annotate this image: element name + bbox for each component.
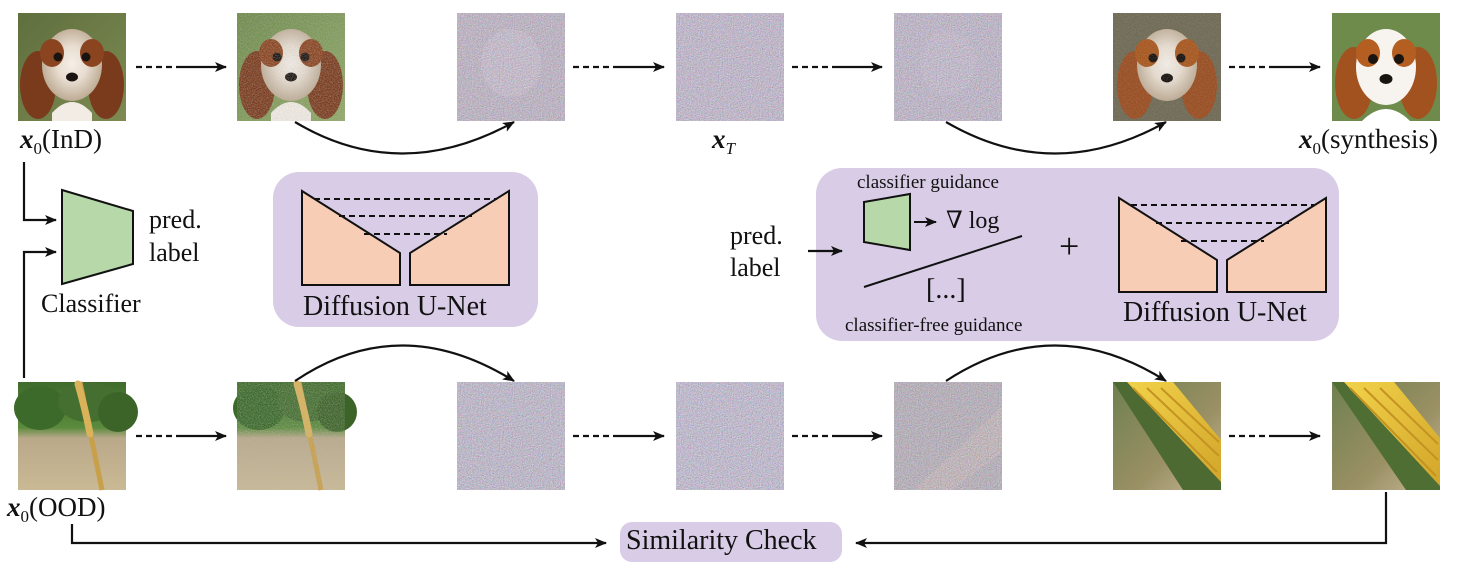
unet-left-panel	[273, 172, 538, 327]
guidance-input-pred: pred.	[730, 221, 783, 250]
unet-left-shape	[301, 189, 510, 286]
label-x0-synthesis: x0(synthesis)	[1299, 124, 1438, 158]
label-x0-ood: x0(OOD)	[7, 492, 106, 526]
bottom-image-1	[14, 380, 138, 491]
similarity-arrows	[70, 492, 1388, 548]
guidance-classifier-shape	[863, 192, 911, 252]
classifier-pred: pred.	[149, 205, 202, 234]
ellipsis-text: [...]	[926, 274, 966, 305]
top-image-4	[676, 13, 784, 121]
top-image-1	[18, 13, 126, 121]
bottom-row-arrows	[136, 344, 1321, 441]
classifier-free-guidance-text: classifier-free guidance	[845, 315, 1023, 336]
top-image-6	[1113, 13, 1221, 121]
classifier-connectors	[22, 162, 57, 378]
grad-log-text: ∇ log	[946, 208, 1000, 234]
guidance-panel	[816, 168, 1339, 341]
guidance-input-label: label	[730, 253, 781, 282]
classifier-guidance-text: classifier guidance	[857, 172, 999, 193]
classifier-shape	[61, 188, 134, 286]
label-xt: xT	[712, 124, 735, 158]
curve-bottom-2-3	[294, 344, 515, 382]
unet-left-name: Diffusion U-Net	[303, 291, 487, 322]
unet-right-shape	[1118, 196, 1327, 293]
label-x0-ind: x0(InD)	[20, 124, 102, 158]
curve-bottom-5-6	[945, 344, 1167, 382]
classifier-name: Classifier	[41, 289, 141, 318]
similarity-check-label: Similarity Check	[626, 525, 817, 556]
top-image-3	[457, 13, 565, 121]
curve-top-2-3	[294, 121, 515, 155]
bottom-image-2	[233, 380, 357, 491]
bottom-image-7	[1332, 382, 1440, 490]
plus-sign: +	[1059, 226, 1080, 266]
similarity-check-pill	[620, 522, 842, 562]
bottom-image-6	[1113, 382, 1221, 490]
top-image-2	[237, 13, 345, 121]
bottom-image-3	[457, 382, 565, 490]
unet-right-name: Diffusion U-Net	[1123, 297, 1307, 328]
top-row-arrows	[136, 62, 1321, 155]
curve-top-5-6	[945, 121, 1167, 155]
top-image-5	[894, 13, 1002, 121]
bottom-image-4	[676, 382, 784, 490]
classifier-label: label	[149, 238, 200, 267]
top-image-7	[1332, 13, 1440, 121]
guidance-divider	[863, 235, 1023, 288]
bottom-image-5	[894, 382, 1002, 490]
